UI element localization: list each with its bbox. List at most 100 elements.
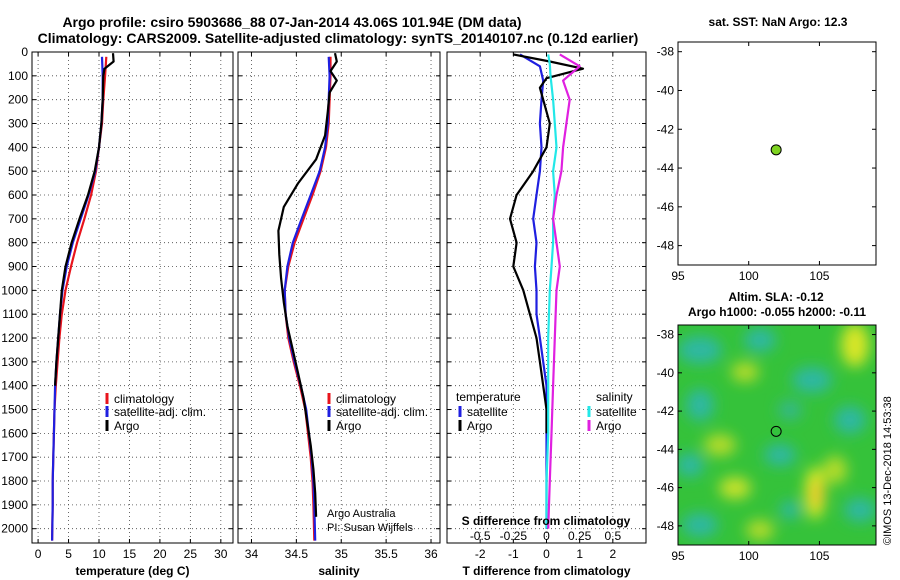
tick-label-x2: 0.5 xyxy=(604,529,621,543)
tick-label-x: -2 xyxy=(475,547,486,561)
tick-label-x: 15 xyxy=(123,547,137,561)
tick-label-x: 5 xyxy=(65,547,72,561)
tick-label-y: -38 xyxy=(657,328,675,342)
legend-label-t-argo: Argo xyxy=(467,419,493,433)
tick-label-y: 900 xyxy=(8,260,28,274)
tick-label-x2: -0.5 xyxy=(470,529,491,543)
plot-frame xyxy=(31,51,234,544)
tick-label-y: 100 xyxy=(8,69,28,83)
tick-label-x: 100 xyxy=(739,269,759,283)
tick-label-y: -38 xyxy=(657,45,675,59)
sla-map-panel: -38 -40 -42 -44 -46 -48 95 100 105 xyxy=(657,324,877,563)
tick-label-y: -48 xyxy=(657,519,675,533)
sst-map-title: sat. SST: NaN Argo: 12.3 xyxy=(709,15,848,29)
tick-label-x: 2 xyxy=(609,547,616,561)
imos-stamp: ©IMOS 13-Dec-2018 14:53:38 xyxy=(882,396,894,545)
difference-legend: temperature salinity satellite Argo sate… xyxy=(456,390,637,433)
tick-label-y: 1900 xyxy=(1,498,28,512)
tick-label-y: 1100 xyxy=(2,307,28,321)
legend-label-climatology: climatology xyxy=(114,392,174,406)
tick-label-x: 20 xyxy=(153,547,167,561)
tick-label-y: 500 xyxy=(8,164,28,178)
float-position-marker xyxy=(770,144,782,156)
salinity-panel: 34 34.5 35 35.5 36 salinity xyxy=(237,51,441,578)
tick-label-y: 700 xyxy=(8,212,28,226)
tick-label-x2: -0.25 xyxy=(500,529,528,543)
tick-label-y: -46 xyxy=(657,200,675,214)
tick-label-x: 1 xyxy=(576,547,583,561)
title-line-1: Argo profile: csiro 5903686_88 07-Jan-20… xyxy=(62,14,521,30)
tick-label-x: 34.5 xyxy=(285,547,309,561)
legend-label-argo: Argo xyxy=(114,419,140,433)
tick-label-x: -1 xyxy=(508,547,519,561)
tick-label-y: 1600 xyxy=(1,426,28,440)
series-line xyxy=(283,56,332,541)
sst-map-panel: -38 -40 -42 -44 -46 -48 95 100 105 xyxy=(657,41,877,283)
temperature-legend: climatology satellite-adj. clim. Argo xyxy=(105,392,206,433)
legend-heading-salinity: salinity xyxy=(596,390,633,404)
legend-label-s-satellite: satellite xyxy=(596,405,637,419)
plot-frame xyxy=(237,51,441,544)
axis-label-x2: S difference from climatology xyxy=(462,514,631,528)
sla-heatmap xyxy=(678,325,876,545)
tick-label-x: 34 xyxy=(245,547,259,561)
map-frame xyxy=(677,324,877,546)
tick-label-y: -46 xyxy=(657,481,675,495)
legend-label-satellite-adj: satellite-adj. clim. xyxy=(114,405,206,419)
tick-label-x: 0 xyxy=(35,547,42,561)
sla-map-title: Altim. SLA: -0.12 xyxy=(728,290,824,304)
series-line xyxy=(283,56,331,541)
tick-label-x: 105 xyxy=(809,549,829,563)
float-position-marker xyxy=(770,425,782,437)
legend-label-climatology: climatology xyxy=(336,392,396,406)
tick-label-y: -48 xyxy=(657,239,675,253)
legend-label-t-satellite: satellite xyxy=(467,405,508,419)
axis-label-x: salinity xyxy=(318,564,360,578)
credit-line-2: PI: Susan Wijffels xyxy=(327,522,413,534)
legend-label-satellite-adj: satellite-adj. clim. xyxy=(336,405,428,419)
credit-line-1: Argo Australia xyxy=(327,508,396,520)
tick-label-y: 2000 xyxy=(1,522,28,536)
tick-label-x: 25 xyxy=(184,547,198,561)
tick-label-x: 95 xyxy=(671,549,685,563)
sla-map-subtitle: Argo h1000: -0.055 h2000: -0.11 xyxy=(688,305,866,319)
tick-label-x2: 0.25 xyxy=(568,529,592,543)
tick-label-y: 1700 xyxy=(1,450,28,464)
tick-label-y: 200 xyxy=(8,93,28,107)
tick-label-x: 36 xyxy=(424,547,438,561)
salinity-legend: climatology satellite-adj. clim. Argo Ar… xyxy=(327,392,428,534)
axis-label-x: temperature (deg C) xyxy=(75,564,189,578)
difference-panel: -2 -1 0 1 2 T difference from climatology S di… xyxy=(446,51,647,578)
series-line xyxy=(51,56,104,541)
tick-label-y: -44 xyxy=(657,161,675,175)
tick-label-y: -42 xyxy=(657,404,675,418)
tick-label-x: 105 xyxy=(809,269,829,283)
series-line xyxy=(54,53,115,386)
title-line-2: Climatology: CARS2009. Satellite-adjuste… xyxy=(38,30,639,46)
tick-label-x: 35.5 xyxy=(374,547,398,561)
tick-label-y: 1000 xyxy=(1,283,28,297)
series-line xyxy=(547,53,581,529)
axis-label-x: T difference from climatology xyxy=(462,564,630,578)
legend-heading-temperature: temperature xyxy=(456,390,521,404)
tick-label-y: 1300 xyxy=(1,355,28,369)
tick-label-x: 10 xyxy=(92,547,106,561)
tick-label-y: 1200 xyxy=(1,331,28,345)
legend-label-argo: Argo xyxy=(336,419,362,433)
tick-label-x2: 0 xyxy=(543,529,550,543)
tick-label-y: -42 xyxy=(657,122,675,136)
tick-label-y: 800 xyxy=(8,236,28,250)
tick-label-y: 600 xyxy=(8,188,28,202)
temperature-panel: 0100200300400500600700800900100011001200… xyxy=(1,45,234,578)
tick-label-y: 1400 xyxy=(1,379,28,393)
tick-label-x: 30 xyxy=(214,547,228,561)
tick-label-y: 300 xyxy=(8,117,28,131)
tick-label-x: 35 xyxy=(335,547,349,561)
tick-label-y: 0 xyxy=(21,45,28,59)
tick-label-x: 0 xyxy=(543,547,550,561)
series-line xyxy=(277,52,338,517)
tick-label-x: 95 xyxy=(671,269,685,283)
series-line xyxy=(508,53,585,434)
tick-label-y: -40 xyxy=(657,366,675,380)
tick-label-x: 100 xyxy=(739,549,759,563)
